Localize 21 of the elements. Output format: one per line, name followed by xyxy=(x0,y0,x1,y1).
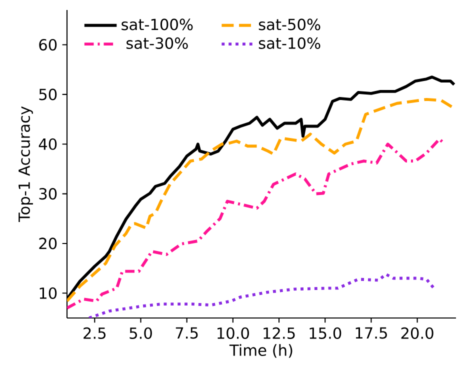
legend-label: sat-50% xyxy=(258,18,320,30)
x-tick-label: 15.0 xyxy=(310,327,342,339)
x-tick-label: 10.0 xyxy=(218,327,249,339)
x-axis-title: Time (h) xyxy=(229,344,292,358)
x-tick-label: 2.5 xyxy=(84,327,106,339)
line-series xyxy=(88,272,436,318)
y-tick-label: 50 xyxy=(39,88,57,100)
y-tick-label: 40 xyxy=(38,138,57,150)
legend-label: sat-100% xyxy=(122,18,193,30)
x-tick-label: 5.0 xyxy=(130,327,152,339)
y-tick-label: 10 xyxy=(40,287,57,299)
legend-label: sat-10% xyxy=(258,37,320,49)
x-tick-label: 12.5 xyxy=(264,327,295,339)
x-tick-label: 7.5 xyxy=(176,327,198,339)
y-tick-label: 30 xyxy=(39,188,57,200)
y-axis-title: Top-1 Accuracy xyxy=(18,106,33,222)
y-tick-label: 20 xyxy=(39,238,57,250)
x-tick-label: 20.0 xyxy=(401,327,434,339)
y-tick-label: 60 xyxy=(39,38,57,51)
x-tick-label: 17.5 xyxy=(356,327,387,339)
legend-label: sat-30% xyxy=(126,37,188,49)
